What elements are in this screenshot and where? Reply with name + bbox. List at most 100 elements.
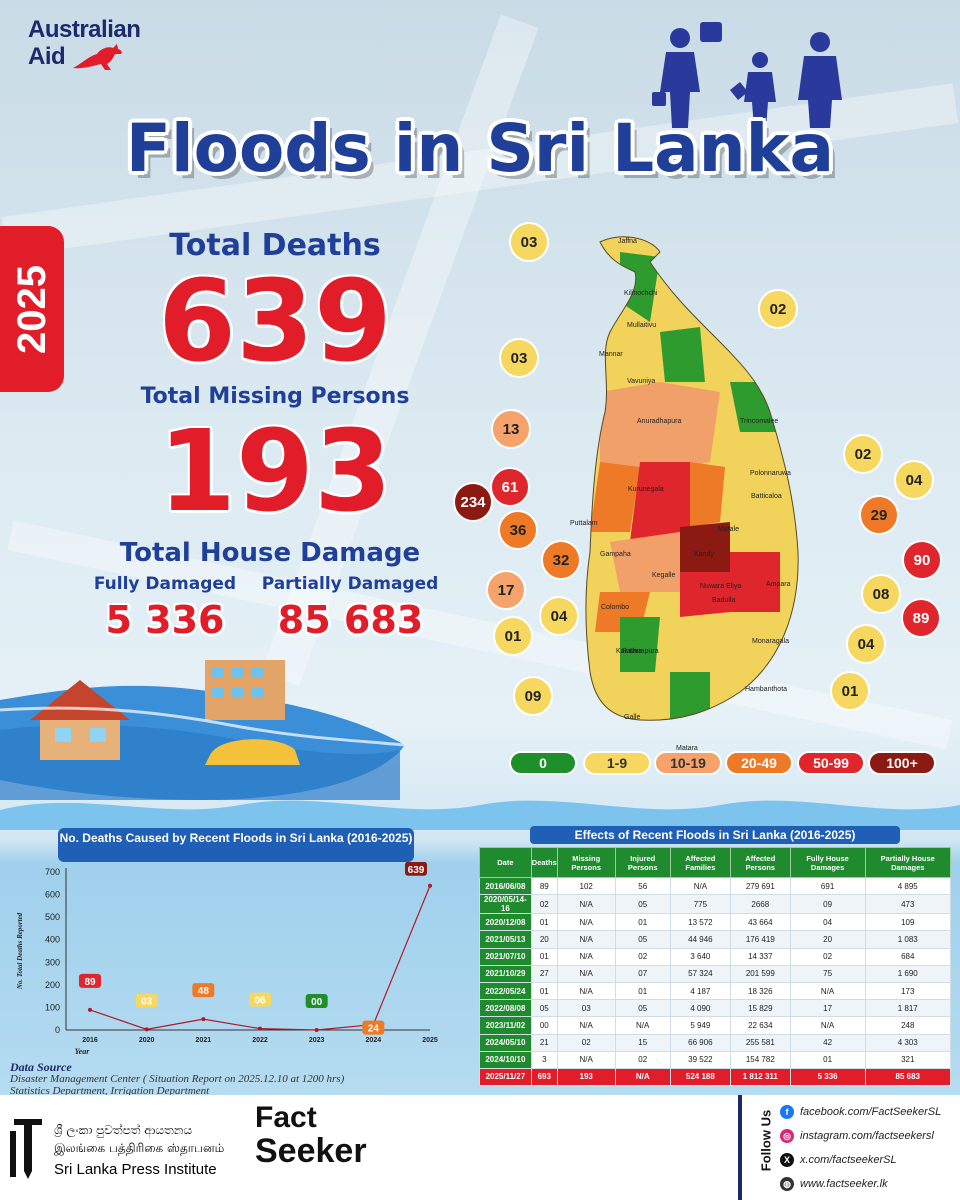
data-point (201, 1017, 206, 1022)
district-label-mullaitivu: Mullaitivu (627, 322, 657, 329)
table-title: Effects of Recent Floods in Sri Lanka (2… (530, 826, 900, 844)
y-axis-label: No. Total Deaths Reported (16, 912, 24, 990)
death-bubble-batticaloa: 04 (894, 460, 934, 500)
data-label-box (249, 992, 271, 1007)
australian-aid-logo: Australian Aid (28, 18, 141, 72)
table-cell: 05 (614, 999, 671, 1018)
table-cell: 2023/11/02 (479, 1016, 532, 1035)
district-label-kurunegala: Kurunegala (628, 486, 664, 493)
data-point (88, 1007, 92, 1012)
data-label: 89 (84, 977, 96, 988)
website-link[interactable]: ◍ www.factseeker.lk (780, 1177, 888, 1191)
district-label-vavuniya: Vavuniya (627, 378, 656, 385)
instagram-icon: ◎ (780, 1129, 794, 1143)
death-bubble-matale: 29 (859, 495, 899, 535)
death-bubble-kandy: 234 (453, 482, 493, 522)
instagram-url: instagram.com/factseekersl (800, 1130, 934, 1142)
district-label-gampaha: Gampaha (600, 551, 631, 558)
table-cell: 01 (614, 981, 671, 1001)
y-tick-label: 300 (45, 957, 60, 967)
data-label-box (362, 1020, 385, 1035)
y-tick-label: 100 (45, 1002, 60, 1012)
y-tick-label: 400 (45, 935, 60, 945)
district-label-puttalam: Puttalam (570, 520, 598, 527)
factseeker-top: Fact (255, 1101, 317, 1134)
x-icon: X (780, 1153, 794, 1167)
table-header-cell: Deaths (530, 847, 558, 878)
table-cell: N/A (614, 1067, 671, 1087)
table-cell: 5 336 (789, 1067, 866, 1087)
website-url: www.factseeker.lk (800, 1178, 888, 1190)
data-label: 24 (368, 1024, 380, 1035)
table-cell: N/A (556, 913, 616, 932)
table-cell: 193 (556, 1067, 616, 1087)
death-bubble-puttalam: 36 (498, 510, 538, 550)
table-cell: 14 337 (729, 947, 791, 966)
district-label-jaffna: Jaffna (618, 238, 637, 245)
data-label: 48 (198, 986, 210, 997)
partially-damaged-label: Partially Damaged (261, 574, 439, 594)
table-cell: N/A (556, 894, 616, 915)
table-cell: 691 (789, 876, 866, 896)
footer-divider (738, 1095, 742, 1200)
district-label-badulla: Badulla (712, 597, 736, 604)
facebook-link[interactable]: f facebook.com/FactSeekerSL (780, 1105, 941, 1119)
district-label-kegalle: Kegalle (652, 572, 676, 579)
table-cell: N/A (556, 981, 616, 1001)
table-header-cell: Date (479, 847, 532, 878)
spi-name-tamil: இலங்கை பத்திரிகை ஸ்தாபனம் (54, 1141, 225, 1155)
table-cell: 05 (614, 894, 671, 915)
table-cell: 693 (530, 1067, 558, 1087)
table-cell: 01 (530, 947, 558, 966)
data-label: 00 (311, 997, 323, 1008)
table-cell: 154 782 (729, 1050, 791, 1069)
table-cell: 18 326 (729, 981, 791, 1001)
table-cell: 2022/08/08 (479, 999, 532, 1018)
x-tick-label: 2023 (309, 1037, 325, 1044)
table-cell: 20 (789, 930, 866, 949)
table-cell: 321 (864, 1050, 952, 1069)
table-cell: 01 (614, 913, 671, 932)
data-label-box (405, 862, 427, 876)
table-cell: 56 (614, 876, 671, 896)
table-cell: 57 324 (669, 964, 731, 983)
table-cell: 109 (864, 913, 952, 932)
year-text: 2025 (9, 264, 54, 354)
total-deaths-label: Total Deaths (169, 228, 381, 263)
table-cell: 43 664 (729, 913, 791, 932)
instagram-link[interactable]: ◎ instagram.com/factseekersl (780, 1129, 934, 1143)
table-cell: 4 303 (864, 1033, 952, 1052)
table-cell: N/A (789, 1016, 866, 1035)
effects-table: Date Deaths Missing Persons Injured Persons… (479, 847, 952, 1087)
logo-text-line2: Aid (28, 43, 66, 70)
table-cell: 09 (789, 894, 866, 915)
total-deaths-value: 639 (158, 257, 392, 387)
spi-name-english: Sri Lanka Press Institute (54, 1161, 217, 1178)
table-cell: 44 946 (669, 930, 731, 949)
table-row: 2021/10/29 27 N/A 07 57 324 201 599 75 1 690 (479, 964, 952, 983)
district-label-ampara: Ampara (766, 581, 791, 588)
table-cell: 01 (530, 981, 558, 1001)
table-cell: 02 (789, 947, 866, 966)
flood-illustration (0, 660, 406, 800)
table-cell: 17 (789, 999, 866, 1018)
table-header-cell: Injured Persons (614, 847, 671, 878)
table-cell: N/A (789, 981, 866, 1001)
table-cell: N/A (556, 947, 616, 966)
data-label-box (79, 973, 101, 988)
table-cell: 176 419 (729, 930, 791, 949)
table-row: 2022/08/08 05 03 05 4 090 15 829 17 1 817 (479, 999, 952, 1018)
table-cell: 2020/12/08 (479, 913, 532, 932)
table-row: 2021/07/10 01 N/A 02 3 640 14 337 02 684 (479, 947, 952, 966)
table-header-cell: Affected Persons (729, 847, 791, 878)
legend-item-0: 0 (509, 751, 577, 775)
fully-damaged-value: 5 336 (105, 598, 225, 642)
table-cell: 2021/05/13 (479, 930, 532, 949)
table-cell: 473 (864, 894, 952, 915)
legend-item-2: 10-19 (654, 751, 722, 775)
table-header-cell: Affected Families (669, 847, 731, 878)
table-cell: 13 572 (669, 913, 731, 932)
y-tick-label: 200 (45, 980, 60, 990)
district-label-trincomalee: Trincomalee (740, 418, 779, 425)
